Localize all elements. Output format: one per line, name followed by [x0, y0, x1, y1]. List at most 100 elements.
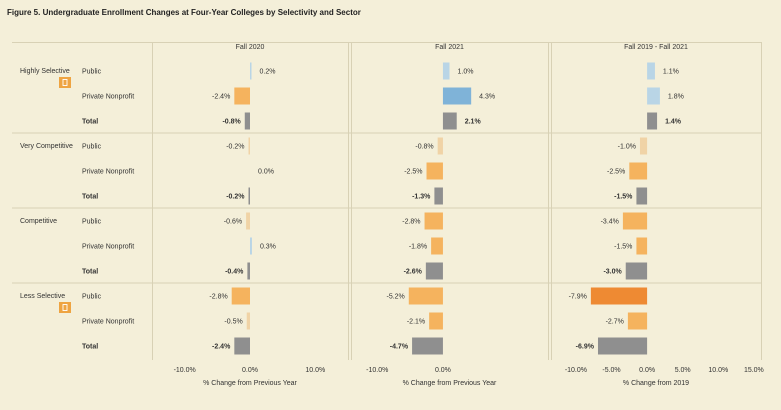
bar	[247, 262, 250, 280]
data-label: -0.8%	[415, 144, 433, 151]
panel-title: Fall 2020	[236, 44, 265, 51]
row-label: Public	[82, 69, 102, 76]
data-label: -3.0%	[603, 269, 622, 276]
group-label: Competitive	[20, 218, 57, 225]
data-label: -0.2%	[226, 144, 244, 151]
bar	[234, 337, 250, 355]
bar	[597, 337, 648, 355]
data-label: -0.8%	[222, 119, 241, 126]
x-axis-label: % Change from 2019	[623, 380, 689, 387]
data-label: 4.3%	[479, 94, 495, 101]
group-label: Less Selective	[20, 293, 65, 300]
data-label: -2.5%	[607, 169, 625, 176]
data-label: -0.2%	[226, 194, 245, 201]
data-label: -5.2%	[386, 294, 404, 301]
bar	[246, 312, 250, 330]
badge-glyph	[62, 79, 68, 86]
data-label: 0.2%	[260, 69, 276, 76]
row-label: Total	[82, 194, 98, 201]
bar	[434, 187, 443, 205]
row-label: Total	[82, 269, 98, 276]
data-label: -0.5%	[224, 319, 242, 326]
bar	[231, 287, 250, 305]
bar	[250, 237, 252, 255]
data-label: -7.9%	[569, 294, 587, 301]
data-label: -2.7%	[606, 319, 624, 326]
bar	[639, 137, 648, 155]
group-label: Very Competitive	[20, 143, 73, 150]
data-label: -1.3%	[412, 194, 431, 201]
data-label: 1.8%	[668, 94, 684, 101]
bar	[625, 262, 648, 280]
row-label: Private Nonprofit	[82, 319, 134, 326]
bar	[248, 137, 250, 155]
badge-glyph	[62, 304, 68, 311]
bar	[426, 162, 443, 180]
data-label: -3.4%	[601, 219, 619, 226]
bar	[408, 287, 443, 305]
x-tick-label: -10.0%	[174, 367, 196, 374]
row-label: Total	[82, 119, 98, 126]
bar	[629, 162, 648, 180]
data-label: 1.1%	[663, 69, 679, 76]
x-axis-label: % Change from Previous Year	[203, 380, 297, 387]
data-label: -1.0%	[618, 144, 636, 151]
row-label: Total	[82, 344, 98, 351]
bar	[424, 212, 443, 230]
badge-icon	[59, 77, 71, 88]
row-label: Public	[82, 294, 102, 301]
bar	[246, 212, 250, 230]
data-label: -2.8%	[209, 294, 227, 301]
bar	[250, 62, 252, 80]
row-label: Private Nonprofit	[82, 94, 134, 101]
x-tick-label: -5.0%	[602, 367, 620, 374]
data-label: 0.0%	[258, 169, 274, 176]
bar	[590, 287, 648, 305]
bar	[442, 112, 457, 130]
x-tick-label: 15.0%	[744, 367, 764, 374]
data-label: -0.6%	[224, 219, 242, 226]
data-label: -2.1%	[407, 319, 425, 326]
data-label: -4.7%	[390, 344, 409, 351]
bar	[647, 87, 660, 105]
x-axis-label: % Change from Previous Year	[403, 380, 497, 387]
row-label: Private Nonprofit	[82, 244, 134, 251]
x-tick-label: -10.0%	[366, 367, 388, 374]
bar	[442, 87, 472, 105]
bar	[431, 237, 443, 255]
group-label: Highly Selective	[20, 68, 70, 75]
bar	[425, 262, 443, 280]
bar	[647, 62, 655, 80]
panel-title: Fall 2019 - Fall 2021	[624, 44, 688, 51]
data-label: -1.5%	[614, 244, 632, 251]
bar	[442, 62, 450, 80]
x-tick-label: 10.0%	[305, 367, 325, 374]
bar	[429, 312, 443, 330]
bar	[647, 112, 658, 130]
x-tick-label: 0.0%	[242, 367, 258, 374]
data-label: -1.5%	[614, 194, 633, 201]
row-label: Private Nonprofit	[82, 169, 134, 176]
x-tick-label: 10.0%	[708, 367, 728, 374]
bar	[627, 312, 648, 330]
bar	[636, 237, 648, 255]
bar	[244, 112, 250, 130]
x-tick-label: 0.0%	[639, 367, 655, 374]
bar	[437, 137, 443, 155]
bar	[636, 187, 648, 205]
data-label: 0.3%	[260, 244, 276, 251]
data-label: 2.1%	[465, 119, 482, 126]
data-label: -2.8%	[402, 219, 420, 226]
data-label: -0.4%	[225, 269, 244, 276]
data-label: -2.5%	[404, 169, 422, 176]
data-label: -6.9%	[576, 344, 595, 351]
panel-title: Fall 2021	[435, 44, 464, 51]
data-label: -1.8%	[409, 244, 427, 251]
badge-icon	[59, 302, 71, 313]
data-label: 1.0%	[458, 69, 474, 76]
x-tick-label: 5.0%	[675, 367, 691, 374]
data-label: -2.4%	[212, 94, 230, 101]
chart-title: Figure 5. Undergraduate Enrollment Chang…	[7, 8, 361, 17]
row-label: Public	[82, 144, 102, 151]
data-label: 1.4%	[665, 119, 682, 126]
